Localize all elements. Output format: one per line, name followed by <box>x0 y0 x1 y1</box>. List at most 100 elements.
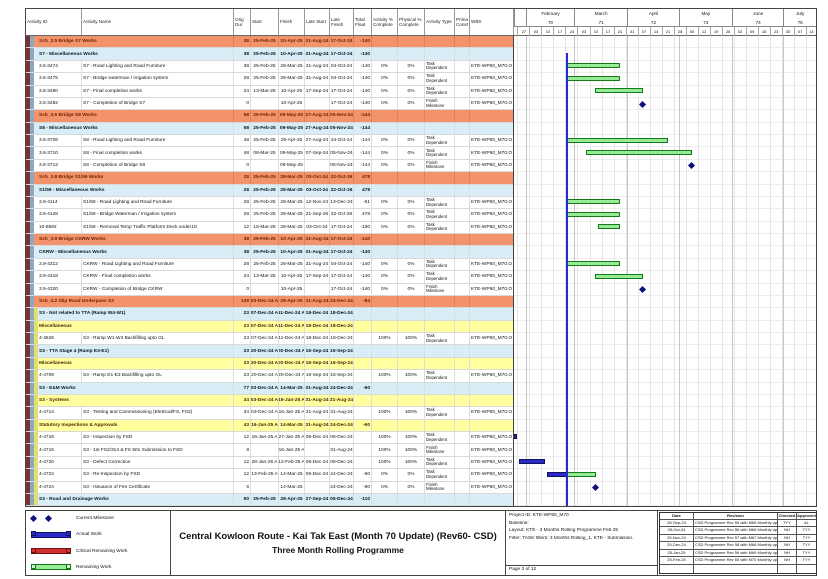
table-row[interactable]: 3.6-3710 S8 - Final completion works 48 08-… <box>26 147 513 160</box>
table-row[interactable]: 3.6-3706 S8 - Road Lighting and Road Furn… <box>26 135 513 148</box>
gantt-bar-remaining[interactable] <box>594 88 643 94</box>
table-row[interactable]: S7 - Miscellaneous Works 38 25-Feb-25 10-Ap… <box>26 48 513 61</box>
column-header-activity-complete[interactable]: Activity % Complete <box>372 9 398 35</box>
gantt-bar-remaining[interactable] <box>567 137 669 143</box>
gantt-bar-remaining[interactable] <box>567 75 621 81</box>
row-strip-blue <box>30 147 34 159</box>
table-row[interactable]: Sch_3.6 Bridge S8 Works 58 25-Feb-25 09-May… <box>26 110 513 123</box>
table-row[interactable]: Statutory Inspections & Approvals 43 16-Ja… <box>26 419 513 432</box>
primary-constraint <box>455 394 470 407</box>
table-row[interactable]: 3.5-3482 S7 - Completion of Bridge S7 0 10-… <box>26 97 513 111</box>
activity-type <box>425 48 455 60</box>
table-row[interactable]: Miscellaneous 23 20-Dec-24 A 20-Dec-24 A 16-… <box>26 357 513 371</box>
column-header-start[interactable]: Start <box>251 9 279 35</box>
table-row[interactable]: 4-4708 S3 - Ramp E1-E3 Backfilling upto G… <box>26 370 513 383</box>
orig-dur: 12 <box>234 221 251 233</box>
row-strip-yellow <box>34 209 38 221</box>
column-header-activity-id[interactable]: Activity ID <box>26 9 82 35</box>
table-row[interactable]: 3.5-3480 S7 - Final completion works 24 13-… <box>26 85 513 98</box>
activity-pct: 100% <box>372 333 398 345</box>
physical-pct <box>398 320 425 332</box>
column-header-late-start[interactable]: Late Start <box>305 9 330 35</box>
activity-pct: 0% <box>372 73 398 85</box>
column-header-activity-name[interactable]: Activity Name <box>82 9 234 35</box>
column-header-finish[interactable]: Finish <box>279 9 305 35</box>
activity-pct <box>372 110 398 122</box>
group-name: S3 - E&M Works <box>38 382 234 394</box>
gantt-bar-remaining[interactable] <box>598 224 621 230</box>
column-header-activity-type[interactable]: Activity Type <box>425 9 455 35</box>
table-row[interactable]: Sch_4.2 Slip Road Underpass S3 139 03-Dec-… <box>26 295 513 309</box>
activity-type <box>425 357 455 370</box>
primary-constraint <box>455 184 470 196</box>
row-strip-maroon <box>26 97 30 110</box>
finish-date: 28-Mar-25 <box>279 258 305 271</box>
total-float: -140 <box>354 73 372 85</box>
table-row[interactable]: 3.9-4318 CKRW - Final completion works 24 1… <box>26 271 513 284</box>
revision-row[interactable]: 25-Dec-24 CSD Programme Rev 58 with M68 M… <box>660 542 816 550</box>
column-header-wbs[interactable]: WBS <box>470 9 514 35</box>
table-row[interactable]: Sch_3.9 Bridge CKRW Works 38 25-Feb-25 10-A… <box>26 234 513 247</box>
revision-row[interactable]: 25-Feb-25 CSD Programme Rev 60 with M70 M… <box>660 557 816 565</box>
table-row[interactable]: S1/59 - Miscellaneous Works 28 25-Feb-25 28… <box>26 184 513 197</box>
activity-type <box>425 345 455 357</box>
table-row[interactable]: CKRW - Miscellaneous Works 38 25-Feb-25 10-… <box>26 246 513 259</box>
gantt-bar-remaining[interactable] <box>567 471 597 477</box>
table-row[interactable]: S3 - TTA Stage 4 (Ramp E3-E1) 23 20-Dec-24… <box>26 345 513 358</box>
primary-constraint <box>455 209 470 221</box>
gantt-bar-actual[interactable] <box>546 471 568 477</box>
column-header-physical-complete[interactable]: Physical % Complete <box>398 9 425 35</box>
table-row[interactable]: 4-4526 S3 - Ramp W1-W4 Backfilling upto G… <box>26 333 513 346</box>
late-start-date: 31-Aug-24 <box>305 73 330 85</box>
late-finish-date: 05-Nov-24 <box>330 159 354 172</box>
gantt-bar-actual[interactable] <box>519 459 545 465</box>
table-row[interactable]: S3 - E&M Works 77 03-Dec-24 A 14-Mar-25 31-A… <box>26 382 513 395</box>
gantt-bar-remaining[interactable] <box>594 273 643 279</box>
table-row[interactable]: 4-4714 S3 - Testing and Commissioning (El… <box>26 407 513 420</box>
table-row[interactable]: 3.6-3712 S8 - Completion of Bridge S8 0 09-… <box>26 159 513 173</box>
table-row[interactable]: 4-4716 S3 - 1st FS2/314 & FS 501 Submissi… <box>26 444 513 457</box>
table-row[interactable]: S3 - Road and Drainage Works 50 25-Feb-25 2… <box>26 493 513 507</box>
table-row[interactable]: 3.8-4114 S1/59 - Road Lighting and Road F… <box>26 196 513 210</box>
row-strip-blue <box>30 469 34 481</box>
revision-row[interactable]: 28-Sep-24 CSD Programme Rev 55 with M65 M… <box>660 519 816 527</box>
column-header-total-float[interactable]: Total Float <box>354 9 372 35</box>
table-row[interactable]: 3.5-3475 S7 - Bridge waterman / irrigatio… <box>26 73 513 86</box>
project-id: Project ID: KTE-WP60_M70 <box>509 513 569 518</box>
finish-date: 09-May-25 <box>279 122 305 134</box>
physical-pct: 0% <box>398 209 425 221</box>
revision-row[interactable]: 25-Jan-25 CSD Programme Rev 59 with M69 M… <box>660 549 816 557</box>
gantt-bar-remaining[interactable] <box>567 63 621 69</box>
wbs-code <box>470 123 513 134</box>
table-row[interactable]: 4-4724 S3 - Issuance of Fire Certificate 6… <box>26 481 513 494</box>
table-row[interactable]: 10-8682 S1/59 - Removal Temp Traffic Plat… <box>26 221 513 234</box>
column-header-prima-const[interactable]: Prima Const <box>455 9 470 35</box>
table-row[interactable]: 3.9-4312 CKRW - Road Lighting and Road Fu… <box>26 258 513 272</box>
table-row[interactable]: S8 - Miscellaneous Works 58 25-Feb-25 09-Ma… <box>26 122 513 135</box>
revision-row[interactable]: 25-Nov-24 CSD Programme Rev 57 with M67 M… <box>660 534 816 542</box>
table-row[interactable]: 3.9-4320 CKRW - Completion of Bridge CKRW… <box>26 283 513 296</box>
revision-row[interactable]: 25-Oct-24 CSD Programme Rev 56 with M66 M… <box>660 527 816 535</box>
table-row[interactable]: Sch_3.5 Bridge S7 Works 38 25-Feb-25 10-Apr… <box>26 36 513 49</box>
week-gridline <box>529 36 531 506</box>
table-row[interactable]: 3.8-4128 S1/59 - Bridge Waterman / Irriga… <box>26 209 513 222</box>
gantt-bar-remaining[interactable] <box>567 199 621 205</box>
gantt-bar-remaining[interactable] <box>586 150 693 155</box>
gantt-bar-remaining[interactable] <box>567 261 621 267</box>
gantt-bar-remaining[interactable] <box>567 211 621 217</box>
table-row[interactable]: 4-4720 S3 - Defect Correction 12 28-Jan-25 … <box>26 456 513 470</box>
activity-name: S3 - Ramp E1-E3 Backfilling upto GL <box>82 370 234 382</box>
gantt-bar-actual[interactable] <box>514 434 518 440</box>
table-row[interactable]: Miscellaneous 23 07-Dec-24 A 11-Dec-24 A 18-… <box>26 320 513 333</box>
late-finish-date: 13-Dec-24 <box>330 196 354 209</box>
column-header-late-finish[interactable]: Late Finish <box>330 9 354 35</box>
table-row[interactable]: 4-4722 S3 - Re-Inspection by FSD 12 13-Feb-… <box>26 469 513 482</box>
row-strip-maroon <box>26 48 30 60</box>
table-row[interactable]: S3 - Not related to TTA (Ramp W4-W1) 23 07… <box>26 308 513 321</box>
table-row[interactable]: S3 - Systems 34 03-Dec-24 A 16-Jan-25 A 31-A… <box>26 394 513 408</box>
table-row[interactable]: 4-4718 S3 - Inspection by FSD 12 16-Jan-25 … <box>26 432 513 445</box>
table-row[interactable]: Sch_3.8 Bridge S1/59 Works 28 25-Feb-25 28-… <box>26 172 513 185</box>
table-row[interactable]: 3.5-3474 S7 - Road Lighting and Road Furn… <box>26 60 513 74</box>
column-header-orig-dur[interactable]: Orig Dur <box>234 9 251 35</box>
week-gridline <box>637 36 639 506</box>
